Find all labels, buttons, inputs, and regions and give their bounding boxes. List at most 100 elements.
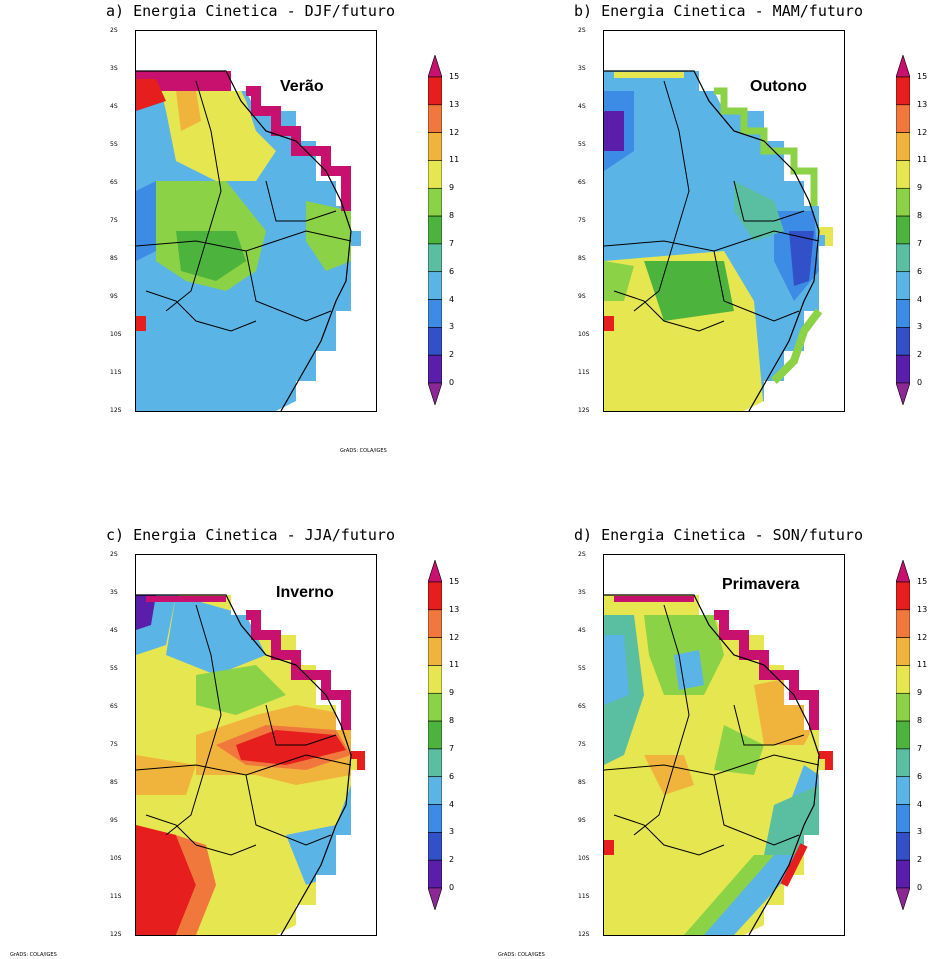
colorbar [428,55,442,405]
map-field [136,555,376,935]
map-area [135,554,377,936]
latitude-tick-label: 2S [578,551,586,558]
latitude-tick-label: 10S [110,331,122,338]
colorbar-segment [428,859,442,889]
latitude-tick-label: 12S [578,931,590,938]
colorbar-tick-label: 15 [449,72,460,81]
map-field [136,31,376,411]
colorbar-tick-label: 7 [449,238,455,248]
latitude-tick-label: 6S [110,179,118,186]
colorbar-tick-label: 13 [449,99,460,109]
colorbar-tick-label: 11 [917,660,928,670]
colorbar-segment [428,804,442,833]
latitude-tick-label: 2S [110,27,118,34]
panel-title: a) Energia Cinetica - DJF/futuro [106,2,395,20]
colorbar-segment [428,354,442,384]
latitude-tick-label: 3S [110,589,118,596]
colorbar-tick-label: 2 [917,350,923,360]
colorbar-tick-label: 2 [449,350,455,360]
colorbar-segment [428,215,442,245]
colorbar-top-arrow [428,560,442,583]
colorbar-tick-label: 9 [449,183,455,193]
season-label: Verão [280,78,324,95]
season-label: Outono [750,78,807,95]
colorbar-tick-label: 8 [917,716,923,726]
colorbar-tick-label: 8 [449,211,455,221]
colorbar-segment [896,720,910,750]
colorbar-tick-label: 13 [449,604,460,614]
colorbar-segment [896,160,910,189]
latitude-tick-label: 7S [578,217,586,224]
colorbar-top-arrow [428,55,442,78]
latitude-tick-label: 4S [110,627,118,634]
colorbar-tick-label: 15 [449,577,460,586]
latitude-tick-label: 3S [110,65,118,72]
map-area [135,30,377,412]
season-label: Inverno [276,584,334,601]
latitude-tick-label: 9S [110,817,118,824]
colorbar-top-arrow [896,55,910,78]
colorbar-tick-label: 12 [449,632,460,642]
colorbar-tick-label: 4 [917,799,923,809]
colorbar-segment [428,609,442,638]
colorbar-tick-label: 8 [449,716,455,726]
latitude-tick-label: 7S [578,741,586,748]
colorbar-tick-label: 4 [917,294,923,304]
colorbar-bottom-arrow [428,382,442,405]
latitude-tick-label: 6S [578,703,586,710]
colorbar-segment [896,104,910,133]
panel-c: c) Energia Cinetica - JJA/futuro [0,480,468,958]
colorbar-segment [896,581,910,611]
colorbar-segment [428,104,442,133]
colorbar-tick-label: 8 [917,211,923,221]
colorbar-bottom-arrow [896,887,910,910]
colorbar-segment [896,832,910,861]
colorbar-segment [896,637,910,666]
colorbar-segment [428,692,442,722]
colorbar-segment [428,832,442,861]
latitude-tick-label: 4S [578,103,586,110]
latitude-tick-label: 8S [110,779,118,786]
colorbar [896,55,910,405]
colorbar-tick-label: 2 [917,855,923,865]
colorbar-segment [896,76,910,106]
colorbar-tick-label: 9 [917,688,923,698]
credit-label: GrADS: COLA/IGES [498,952,545,958]
latitude-tick-label: 4S [110,103,118,110]
panel-title: c) Energia Cinetica - JJA/futuro [106,526,395,544]
colorbar-segment [896,132,910,161]
colorbar-segment [896,609,910,638]
latitude-tick-label: 9S [578,293,586,300]
latitude-tick-label: 4S [578,627,586,634]
colorbar-tick-label: 6 [917,771,923,781]
colorbar-segment [428,299,442,328]
panel-a: a) Energia Cinetica - DJF/futuro Verão [0,0,468,470]
colorbar-tick-label: 3 [449,322,455,332]
colorbar [896,560,910,910]
colorbar-tick-label: 6 [917,266,923,276]
colorbar-tick-label: 0 [449,883,455,892]
latitude-tick-label: 3S [578,65,586,72]
colorbar-top-arrow [896,560,910,583]
colorbar-tick-label: 0 [917,378,923,387]
latitude-tick-label: 9S [578,817,586,824]
colorbar-segment [896,215,910,245]
colorbar-tick-label: 11 [449,660,460,670]
colorbar-tick-label: 11 [449,155,460,165]
colorbar-segment [896,859,910,889]
colorbar-tick-label: 2 [449,855,455,865]
colorbar-segment [896,299,910,328]
colorbar-segment [896,665,910,694]
colorbar-graphic [428,560,442,910]
colorbar-tick-label: 9 [449,688,455,698]
map-field [604,31,844,411]
latitude-tick-label: 8S [578,779,586,786]
colorbar-tick-label: 7 [917,238,923,248]
colorbar [428,560,442,910]
latitude-tick-label: 10S [578,331,590,338]
latitude-tick-label: 5S [578,141,586,148]
colorbar-tick-label: 9 [917,183,923,193]
latitude-tick-label: 10S [110,855,122,862]
colorbar-segment [896,243,910,273]
latitude-tick-label: 11S [578,893,590,900]
